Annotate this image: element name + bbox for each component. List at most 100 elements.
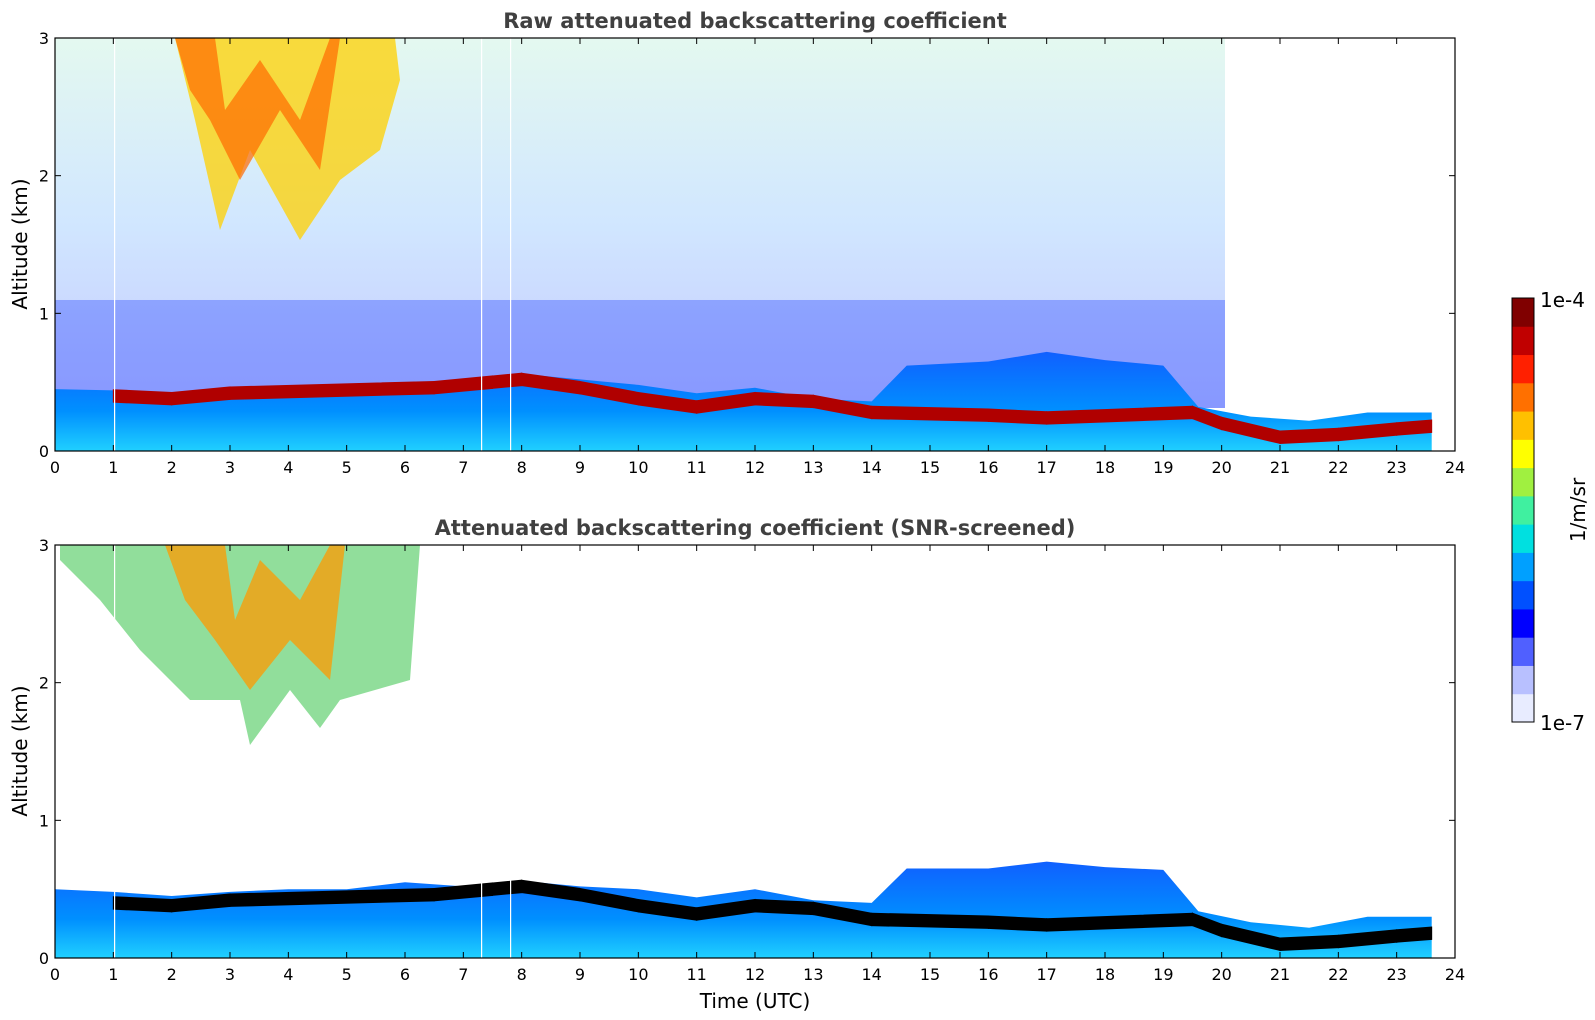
y-tick-label: 2 (39, 674, 49, 693)
y-tick-label: 3 (39, 29, 49, 48)
x-tick-label: 13 (803, 965, 823, 984)
colorbar-max-label: 1e-4 (1540, 288, 1585, 312)
x-tick-label: 8 (517, 965, 527, 984)
panel-screened-x-axis: 0 1 2 3 4 5 6 7 8 9 10 11 12 13 14 15 16 17 18 19 20 21 22 23 24 (50, 545, 1465, 984)
x-tick-label: 13 (803, 458, 823, 477)
x-tick-label: 8 (517, 458, 527, 477)
y-tick-label: 0 (39, 949, 49, 968)
panel-screened-signal-layer (112, 879, 1433, 952)
colorbar-segment (1512, 467, 1534, 497)
x-tick-label: 19 (1153, 965, 1173, 984)
signal-layer-segment (871, 405, 989, 422)
panel-screened-high-cloud-core (165, 545, 345, 690)
panel-raw-gap-1 (114, 38, 116, 451)
colorbar-segment (1512, 326, 1534, 356)
x-tick-label: 1 (108, 458, 118, 477)
signal-layer-segment (871, 912, 989, 929)
panel-raw-plot-area (55, 38, 1455, 451)
x-tick-label: 18 (1095, 965, 1115, 984)
x-tick-label: 17 (1036, 965, 1056, 984)
colorbar-scale (1512, 298, 1534, 723)
colorbar-segment (1512, 552, 1534, 582)
x-tick-label: 24 (1445, 965, 1465, 984)
signal-layer-segment (112, 896, 173, 913)
panel-raw-ylabel: Altitude (km) (8, 178, 32, 309)
panel-raw: Raw attenuated backscattering coefficien… (8, 9, 1465, 477)
x-tick-label: 2 (167, 458, 177, 477)
x-tick-label: 14 (861, 458, 881, 477)
x-tick-label: 3 (225, 458, 235, 477)
panel-screened-title: Attenuated backscattering coefficient (S… (435, 516, 1076, 540)
colorbar-segment (1512, 580, 1534, 610)
x-tick-label: 4 (283, 458, 293, 477)
x-tick-label: 0 (50, 965, 60, 984)
panel-raw-clear-region (1225, 38, 1455, 408)
x-tick-label: 23 (1386, 458, 1406, 477)
x-tick-label: 20 (1211, 458, 1231, 477)
signal-layer-segment (1396, 419, 1433, 436)
y-tick-label: 0 (39, 442, 49, 461)
panel-raw-x-axis: 0 1 2 3 4 5 6 7 8 9 10 11 12 13 14 15 16 17 18 19 20 21 22 23 24 (50, 38, 1465, 477)
x-tick-label: 0 (50, 458, 60, 477)
x-tick-label: 1 (108, 965, 118, 984)
panel-raw-y-axis: 0 1 2 3 (39, 29, 1455, 461)
panel-screened-plot-area (55, 545, 1455, 958)
x-tick-label: 22 (1328, 965, 1348, 984)
colorbar-frame (1511, 297, 1535, 723)
signal-layer-segment (987, 915, 1048, 932)
x-tick-label: 21 (1270, 965, 1290, 984)
signal-layer-segment (754, 898, 814, 916)
x-tick-label: 22 (1328, 458, 1348, 477)
signal-layer-segment (1279, 934, 1339, 951)
panel-screened-ylabel: Altitude (km) (8, 685, 32, 816)
x-tick-label: 23 (1386, 965, 1406, 984)
x-tick-label: 17 (1036, 458, 1056, 477)
colorbar-segment (1512, 608, 1534, 638)
x-tick-label: 24 (1445, 458, 1465, 477)
x-tick-label: 16 (978, 458, 998, 477)
panel-screened-gap-3 (510, 545, 512, 958)
x-tick-label: 20 (1211, 965, 1231, 984)
x-tick-label: 21 (1270, 458, 1290, 477)
signal-layer-segment (987, 408, 1048, 425)
x-tick-label: 5 (342, 458, 352, 477)
y-tick-label: 1 (39, 304, 49, 323)
x-tick-label: 4 (283, 965, 293, 984)
colorbar-segment (1512, 693, 1534, 723)
signal-layer-segment (754, 391, 814, 409)
panel-raw-gap-3 (510, 38, 512, 451)
colorbar-unit-label: 1/m/sr (1566, 477, 1590, 542)
panel-screened-y-axis: 0 1 2 3 (39, 536, 1455, 968)
colorbar-segment (1512, 382, 1534, 412)
colorbar-min-label: 1e-7 (1540, 711, 1585, 735)
signal-layer-segment (1396, 926, 1433, 943)
panel-raw-gap-2 (481, 38, 483, 451)
x-tick-label: 9 (575, 458, 585, 477)
colorbar: 1e-4 1e-7 1/m/sr (1511, 288, 1590, 735)
signal-layer-segment (492, 372, 523, 389)
y-tick-label: 3 (39, 536, 49, 555)
x-tick-label: 10 (628, 965, 648, 984)
colorbar-segment (1512, 524, 1534, 553)
colorbar-segment (1512, 495, 1534, 525)
signal-layer-segment (112, 389, 173, 406)
x-tick-label: 5 (342, 965, 352, 984)
colorbar-segment (1512, 637, 1534, 666)
signal-layer-segment (492, 879, 523, 896)
x-tick-label: 15 (920, 965, 940, 984)
colorbar-segment (1512, 298, 1534, 327)
x-tick-label: 16 (978, 965, 998, 984)
x-tick-label: 19 (1153, 458, 1173, 477)
panel-raw-signal-layer (112, 372, 1433, 445)
panel-raw-high-cloud-core (175, 38, 340, 180)
x-tick-label: 7 (458, 458, 468, 477)
x-tick-label: 7 (458, 965, 468, 984)
x-tick-label: 6 (400, 458, 410, 477)
colorbar-segment (1512, 354, 1534, 384)
x-tick-label: 3 (225, 965, 235, 984)
y-tick-label: 2 (39, 167, 49, 186)
colorbar-segment (1512, 665, 1534, 695)
y-tick-label: 1 (39, 811, 49, 830)
x-tick-label: 18 (1095, 458, 1115, 477)
